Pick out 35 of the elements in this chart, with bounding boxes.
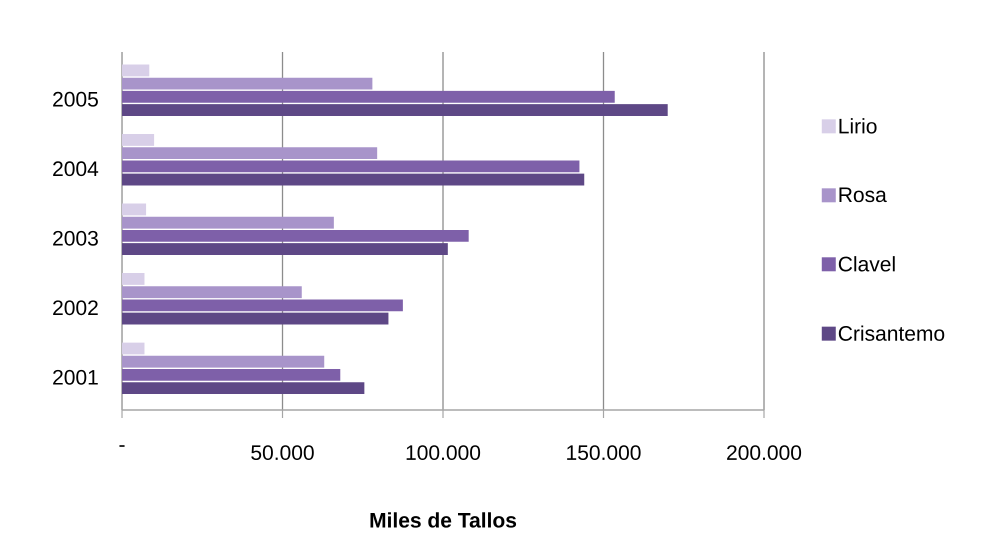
bar [122, 160, 580, 172]
bar [122, 243, 448, 255]
bar [122, 230, 469, 242]
bar [122, 147, 378, 160]
bar [122, 216, 334, 229]
x-tick-label: 50.000 [251, 445, 314, 460]
legend-label: Lirio [840, 118, 877, 134]
legend-label: Rosa [840, 188, 887, 202]
bar [122, 64, 150, 76]
bar [122, 312, 388, 324]
legend-label: Crisantemo [838, 325, 944, 341]
bar [122, 273, 144, 285]
bar [122, 78, 372, 90]
y-tick-label: 2004 [53, 161, 98, 176]
bar [122, 90, 615, 103]
bar [122, 382, 364, 394]
bar [122, 368, 340, 381]
bar [122, 299, 403, 312]
bar [122, 174, 584, 186]
bar [122, 104, 668, 116]
x-axis-title: Miles de Tallos [370, 512, 516, 528]
x-tick-label: - [119, 445, 125, 447]
y-tick-label: 2005 [53, 92, 98, 107]
bar [122, 134, 154, 146]
y-tick-label: 2002 [53, 300, 98, 316]
x-tick-label: 150.000 [567, 445, 641, 460]
x-tick-label: 200.000 [727, 445, 802, 460]
y-tick-label: 2001 [53, 370, 98, 385]
x-tick-label: 100.000 [406, 445, 480, 460]
bar [122, 204, 146, 216]
y-tick-label: 2003 [53, 230, 98, 246]
legend-label: Clavel [838, 256, 895, 272]
bar [122, 356, 324, 368]
bar [122, 342, 144, 354]
bar [122, 286, 302, 298]
